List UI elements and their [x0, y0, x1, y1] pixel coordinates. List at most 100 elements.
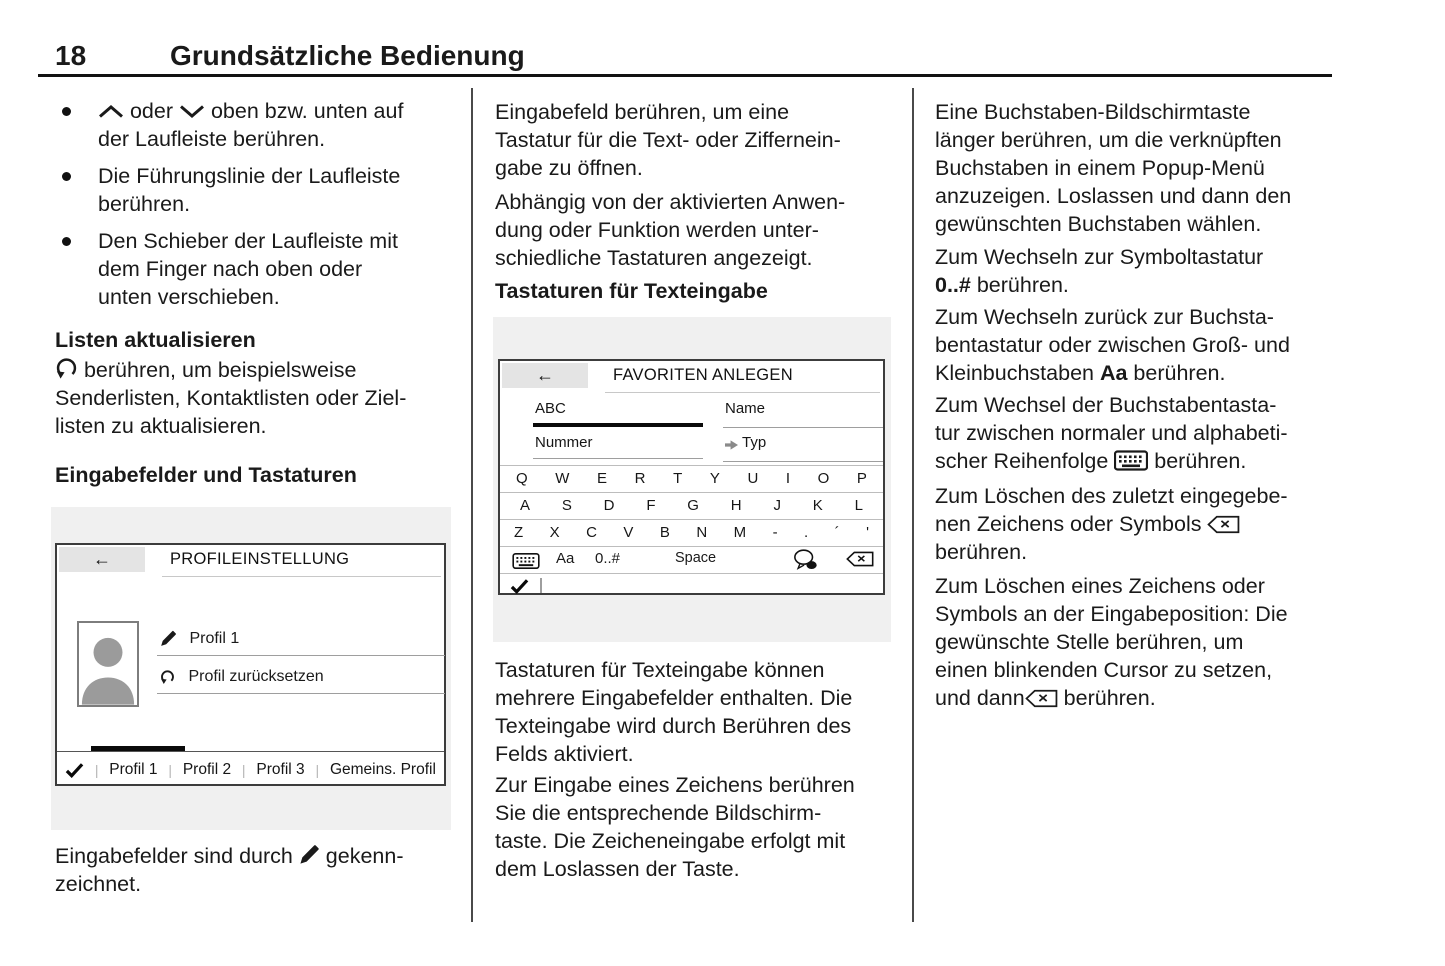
- bullet-text: Die Führungslinie der Laufleiste berühre…: [98, 164, 401, 216]
- key-r[interactable]: R: [634, 470, 646, 487]
- key-k[interactable]: K: [812, 497, 823, 514]
- chevron-down-icon: [180, 105, 204, 118]
- tab-profil-1[interactable]: Profil 1: [109, 760, 158, 778]
- key-h[interactable]: H: [730, 497, 742, 514]
- tab-profil-2[interactable]: Profil 2: [182, 760, 232, 778]
- pencil-icon: [161, 630, 176, 646]
- back-button[interactable]: ←: [502, 363, 588, 388]
- key-n[interactable]: N: [696, 524, 708, 541]
- key-q[interactable]: Q: [516, 470, 528, 487]
- confirm-check-icon[interactable]: [510, 578, 529, 594]
- back-arrow-icon: ←: [93, 549, 111, 569]
- key-u[interactable]: U: [747, 470, 759, 487]
- tabbar-divider: [57, 751, 444, 752]
- header-divider: [162, 576, 441, 577]
- tab-profil-3[interactable]: Profil 3: [256, 760, 305, 778]
- key-i[interactable]: I: [785, 470, 791, 487]
- tab-separator: |: [168, 761, 173, 778]
- backspace-icon: [1024, 689, 1058, 708]
- bullet-icon: [62, 237, 71, 246]
- keyboard-figure: ← FAVORITEN ANLEGEN ABC Name Nummer Typ …: [493, 317, 891, 642]
- back-button[interactable]: ←: [59, 547, 145, 572]
- key-apostrophe[interactable]: ': [866, 524, 869, 541]
- keyboard-divider: [500, 492, 883, 493]
- key-a[interactable]: A: [520, 497, 531, 514]
- back-arrow-icon: ←: [536, 365, 554, 385]
- key-d[interactable]: D: [603, 497, 615, 514]
- key-x[interactable]: X: [549, 524, 560, 541]
- reset-profile-row[interactable]: Profil zurücksetzen: [160, 668, 324, 687]
- figure-caption: Eingabefelder sind durch gekenn- zeichne…: [55, 844, 404, 896]
- paragraph: Zum Löschen des zuletzt eingegebe- nen Z…: [935, 484, 1288, 564]
- keyboard-row-4: Aa 0..# Space: [500, 547, 883, 573]
- space-key[interactable]: Space: [675, 550, 717, 566]
- field-underline: [723, 427, 883, 428]
- profile-settings-figure: ← PROFILEINSTELLUNG Profil 1 Profil zurü…: [51, 507, 451, 830]
- key-period[interactable]: .: [804, 524, 809, 541]
- field-name[interactable]: Name: [725, 400, 766, 417]
- row-divider: [157, 693, 445, 694]
- key-p[interactable]: P: [856, 470, 867, 487]
- column-2: Eingabefeld berühren, um eine Tastatur f…: [493, 0, 893, 966]
- list-item: Die Führungslinie der Laufleiste berühre…: [55, 162, 453, 218]
- key-t[interactable]: T: [673, 470, 683, 487]
- key-m[interactable]: M: [733, 524, 747, 541]
- voice-input-icon[interactable]: [793, 549, 819, 570]
- keyboard-divider: [500, 546, 883, 547]
- key-j[interactable]: J: [773, 497, 781, 514]
- shift-key[interactable]: Aa: [556, 550, 575, 567]
- symbols-key[interactable]: 0..#: [595, 550, 621, 567]
- key-e[interactable]: E: [597, 470, 608, 487]
- key-hyphen[interactable]: -: [772, 524, 778, 541]
- key-l[interactable]: L: [854, 497, 863, 514]
- paragraph: Eingabefeld berühren, um eine Tastatur f…: [495, 100, 841, 180]
- paragraph: Zum Wechseln zurück zur Buchsta- bentast…: [935, 305, 1290, 385]
- keyboard-layout-icon: [1114, 450, 1149, 471]
- keyboard-divider: [500, 573, 883, 574]
- key-o[interactable]: O: [817, 470, 830, 487]
- field-typ[interactable]: Typ: [742, 434, 767, 451]
- confirm-check-icon[interactable]: [65, 762, 84, 778]
- tab-gemeins-profil[interactable]: Gemeins. Profil: [329, 760, 436, 778]
- create-favorites-screen: ← FAVORITEN ANLEGEN ABC Name Nummer Typ …: [498, 359, 885, 595]
- screen-title: FAVORITEN ANLEGEN: [613, 366, 793, 384]
- symbols-key-label: 0..#: [935, 273, 971, 297]
- key-g[interactable]: G: [687, 497, 699, 514]
- keyboard-divider: [500, 519, 883, 520]
- key-y[interactable]: Y: [709, 470, 720, 487]
- paragraph: berühren, um beispielsweise Senderlisten…: [55, 358, 407, 438]
- key-z[interactable]: Z: [514, 524, 524, 541]
- backspace-icon[interactable]: [846, 551, 874, 567]
- section-heading: Eingabefelder und Tastaturen: [55, 463, 357, 487]
- key-s[interactable]: S: [561, 497, 572, 514]
- paragraph: Abhängig von der aktivierten Anwen- dung…: [495, 190, 846, 270]
- paragraph: Zum Wechseln zur Symboltastatur 0..# ber…: [935, 245, 1264, 297]
- list-item: Den Schieber der Laufleiste mit dem Fing…: [55, 227, 453, 311]
- field-abc[interactable]: ABC: [535, 400, 566, 417]
- tab-separator: |: [315, 761, 320, 778]
- avatar[interactable]: [77, 621, 139, 707]
- keyboard-divider: [500, 465, 883, 466]
- keyboard-layout-key-icon[interactable]: [512, 553, 540, 569]
- key-w[interactable]: W: [555, 470, 570, 487]
- active-tab-indicator: [91, 746, 185, 751]
- paragraph: Zur Eingabe eines Zeichens berühren Sie …: [495, 773, 855, 881]
- field-nummer[interactable]: Nummer: [535, 434, 593, 451]
- field-underline: [723, 461, 883, 462]
- key-b[interactable]: B: [659, 524, 670, 541]
- key-acute[interactable]: ´: [834, 524, 840, 541]
- keyboard-row-3: Z X C V B N M -. ´ ': [500, 519, 883, 546]
- pencil-icon: [300, 845, 319, 864]
- person-icon: [81, 637, 135, 705]
- key-f[interactable]: F: [646, 497, 656, 514]
- column-1: oder oben bzw. unten auf der Laufleiste …: [51, 0, 453, 966]
- key-c[interactable]: C: [586, 524, 597, 541]
- profile-name-label: Profil 1: [189, 630, 240, 647]
- edit-profile-row[interactable]: Profil 1: [160, 630, 239, 650]
- section-heading: Listen aktualisieren: [55, 328, 256, 352]
- section-heading: Tastaturen für Texteingabe: [495, 279, 768, 303]
- profile-tabbar: | Profil 1 | Profil 2 | Profil 3 | Gemei…: [57, 753, 444, 786]
- key-v[interactable]: V: [623, 524, 634, 541]
- row-divider: [157, 655, 445, 656]
